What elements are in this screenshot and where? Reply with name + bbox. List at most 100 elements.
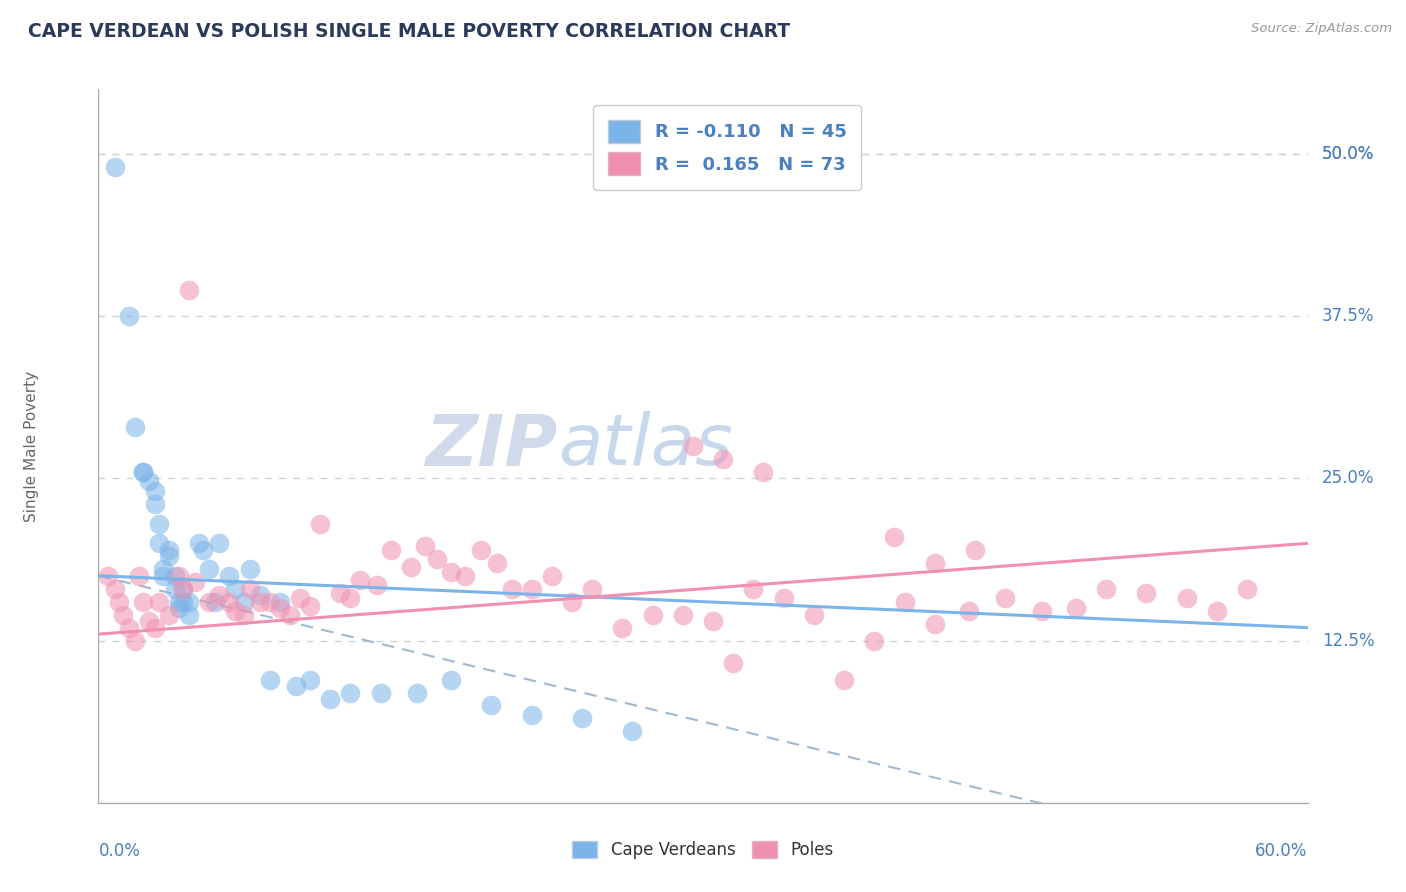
Point [118,621,141,635]
Point [224,604,246,618]
Point [571,711,593,725]
Point [1095,582,1118,596]
Point [172,582,194,596]
Point [239,562,262,576]
Point [184,575,207,590]
Point [249,588,271,602]
Point [329,585,352,599]
Point [299,673,322,687]
Point [501,582,523,596]
Point [319,692,342,706]
Point [924,556,946,570]
Point [198,595,221,609]
Point [218,568,240,582]
Point [893,595,915,609]
Point [269,595,291,609]
Point [124,633,146,648]
Point [454,568,477,582]
Point [157,607,180,622]
Point [269,601,291,615]
Point [426,552,449,566]
Point [177,595,201,609]
Point [167,568,190,582]
Point [232,607,254,622]
Point [172,595,194,609]
Point [924,616,946,631]
Point [413,539,436,553]
Point [148,516,170,531]
Point [152,568,174,582]
Point [103,160,125,174]
Point [1031,604,1053,618]
Point [143,484,166,499]
Point [224,582,246,596]
Point [163,582,186,596]
Point [742,582,765,596]
Text: Single Male Poverty: Single Male Poverty [24,370,39,522]
Point [581,582,603,596]
Point [177,607,201,622]
Point [132,595,155,609]
Point [208,536,231,550]
Point [157,549,180,564]
Point [957,604,980,618]
Point [132,465,155,479]
Point [103,582,125,596]
Point [994,591,1017,605]
Point [177,283,201,297]
Point [832,673,855,687]
Text: 12.5%: 12.5% [1322,632,1375,649]
Point [803,607,825,622]
Point [440,565,463,579]
Legend: Cape Verdeans, Poles: Cape Verdeans, Poles [565,834,841,866]
Point [97,568,120,582]
Text: atlas: atlas [558,411,733,481]
Point [772,591,794,605]
Point [124,419,146,434]
Point [249,595,271,609]
Point [520,707,543,722]
Point [481,698,503,713]
Point [380,542,402,557]
Text: 50.0%: 50.0% [1322,145,1375,163]
Text: 0.0%: 0.0% [98,842,141,860]
Point [883,530,905,544]
Text: 25.0%: 25.0% [1322,469,1375,487]
Point [682,439,704,453]
Point [143,621,166,635]
Point [157,542,180,557]
Point [440,673,463,687]
Point [167,595,190,609]
Point [366,578,388,592]
Text: 60.0%: 60.0% [1256,842,1308,860]
Text: 37.5%: 37.5% [1322,307,1375,326]
Point [138,614,160,628]
Point [863,633,886,648]
Point [118,310,141,324]
Point [132,465,155,479]
Point [349,573,371,587]
Point [561,595,583,609]
Point [284,679,307,693]
Point [172,582,194,596]
Point [672,607,695,622]
Point [1135,585,1157,599]
Point [621,724,644,739]
Point [702,614,724,628]
Point [339,591,361,605]
Point [259,673,281,687]
Point [148,536,170,550]
Point [1236,582,1258,596]
Point [138,474,160,488]
Point [239,582,262,596]
Point [259,595,281,609]
Point [163,568,186,582]
Point [540,568,562,582]
Text: 50.0%: 50.0% [1322,145,1375,163]
Point [193,542,215,557]
Point [111,607,134,622]
Point [208,588,231,602]
Point [641,607,664,622]
Point [188,536,211,550]
Point [143,497,166,511]
